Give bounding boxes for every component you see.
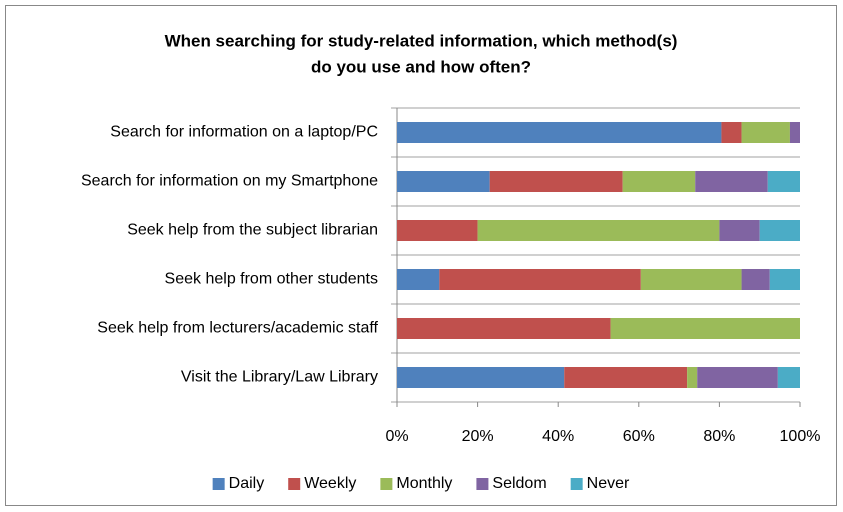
- bar-segment: [721, 122, 742, 143]
- bar-segment: [789, 122, 800, 143]
- bar-segment: [640, 269, 742, 290]
- bar-segment: [477, 220, 720, 241]
- bar-segment: [759, 220, 800, 241]
- bar-segment: [397, 171, 490, 192]
- x-tick-label: 100%: [780, 428, 821, 445]
- legend-label: Seldom: [492, 475, 546, 492]
- x-tick-label: 0%: [385, 428, 408, 445]
- bar-segment: [622, 171, 696, 192]
- bar-segment: [439, 269, 641, 290]
- legend-swatch: [288, 478, 301, 490]
- legend-swatch: [570, 478, 583, 490]
- y-tick-label: Visit the Library/Law Library: [181, 369, 378, 386]
- bar-segment: [687, 367, 698, 388]
- bar-segment: [697, 367, 778, 388]
- y-tick-label: Seek help from other students: [165, 271, 378, 288]
- bar-segment: [397, 367, 565, 388]
- chart-title: When searching for study-related informa…: [165, 31, 678, 50]
- x-tick-label: 20%: [462, 428, 494, 445]
- x-tick-label: 40%: [542, 428, 574, 445]
- bar-segment: [769, 269, 800, 290]
- bar-segment: [767, 171, 800, 192]
- legend-label: Daily: [229, 475, 265, 492]
- bar-segment: [397, 220, 478, 241]
- bar-segment: [564, 367, 688, 388]
- bar-segment: [777, 367, 800, 388]
- legend-swatch: [380, 478, 393, 490]
- legend-swatch: [476, 478, 489, 490]
- legend-label: Monthly: [396, 475, 452, 492]
- bar-segment: [719, 220, 760, 241]
- x-tick-label: 60%: [623, 428, 655, 445]
- y-tick-label: Search for information on my Smartphone: [81, 173, 378, 190]
- y-tick-label: Seek help from lecturers/academic staff: [97, 320, 378, 337]
- x-tick-label: 80%: [703, 428, 735, 445]
- legend-label: Never: [587, 475, 630, 492]
- bar-segment: [397, 318, 611, 339]
- chart-title: do you use and how often?: [311, 57, 531, 76]
- bar-segment: [489, 171, 623, 192]
- bar-segment: [610, 318, 800, 339]
- bar-segment: [397, 122, 722, 143]
- bar-segment: [695, 171, 768, 192]
- y-tick-label: Search for information on a laptop/PC: [110, 124, 378, 141]
- bar-segment: [741, 122, 790, 143]
- bar-segment: [741, 269, 770, 290]
- bar-segment: [397, 269, 440, 290]
- legend-swatch: [212, 478, 225, 490]
- legend-label: Weekly: [304, 475, 356, 492]
- y-tick-label: Seek help from the subject librarian: [127, 222, 378, 239]
